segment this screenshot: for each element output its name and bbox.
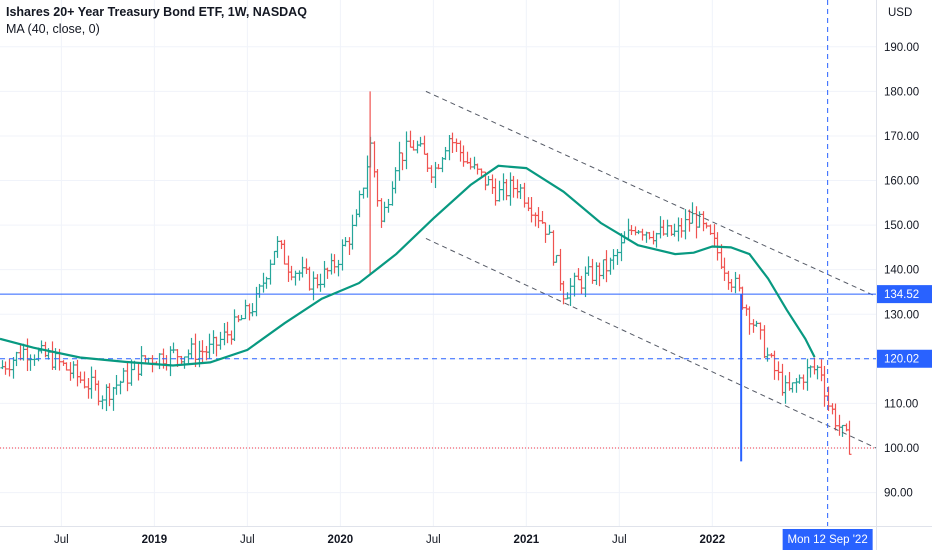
y-tick-label: 140.00 [884, 265, 919, 277]
price-level-badge [877, 349, 932, 368]
price-level-badge [877, 285, 932, 304]
chart-title: Ishares 20+ Year Treasury Bond ETF, 1W, … [6, 5, 307, 19]
y-tick-label: 130.00 [884, 309, 919, 321]
y-tick-label: 150.00 [884, 220, 919, 232]
x-tick-label: 2022 [700, 534, 726, 546]
ma-indicator-label: MA (40, close, 0) [6, 22, 100, 36]
y-tick-label: 180.00 [884, 86, 919, 98]
y-tick-label: 160.00 [884, 176, 919, 188]
trend-channel-line[interactable] [425, 238, 877, 449]
y-tick-label: 190.00 [884, 42, 919, 54]
y-tick-label: 170.00 [884, 131, 919, 143]
x-tick-label: Jul [612, 534, 627, 546]
y-tick-label: 90.00 [884, 488, 913, 500]
crosshair-date-text: Mon 12 Sep '22 [788, 534, 868, 546]
chart-legend: Ishares 20+ Year Treasury Bond ETF, 1W, … [6, 4, 307, 38]
price-level-badge-text: 120.02 [884, 354, 919, 366]
crosshair-date-badge [782, 529, 873, 550]
y-tick-label: 110.00 [884, 398, 918, 410]
x-tick-label: 2020 [328, 534, 354, 546]
trend-channel-line[interactable] [425, 90, 877, 297]
currency-label: USD [888, 7, 912, 19]
x-tick-label: Jul [426, 534, 441, 546]
price-level-badge-text: 134.52 [884, 289, 919, 301]
x-tick-label: 2019 [142, 534, 168, 546]
x-tick-label: Jul [54, 534, 69, 546]
moving-average-line [0, 164, 816, 367]
x-tick-label: 2021 [514, 534, 540, 546]
y-tick-label: 100.00 [884, 443, 919, 455]
x-tick-label: Jul [240, 534, 255, 546]
